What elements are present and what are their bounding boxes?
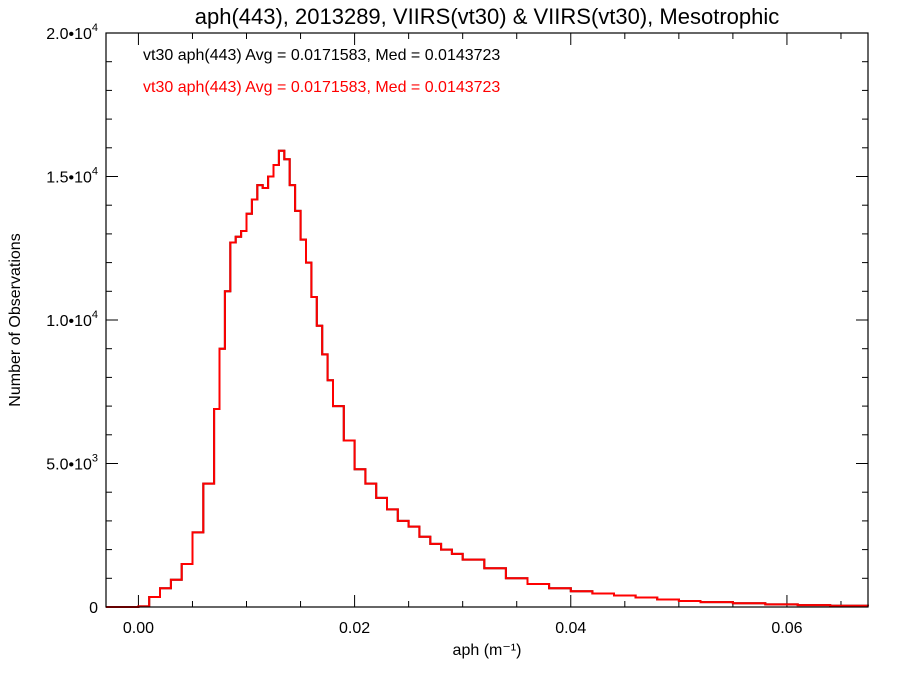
y-tick-mantissa: 2.0•10	[46, 26, 92, 43]
legend-entry-red: vt30 aph(443) Avg = 0.0171583, Med = 0.0…	[143, 79, 500, 96]
series-line-red	[106, 149, 869, 608]
axis-ticks: 0.00 0.02 0.04 0.0605.0•1031.0•1041.5•1042.…	[46, 22, 868, 637]
y-axis-label: Number of Observations	[7, 233, 24, 406]
y-tick-mantissa: 1.5•10	[46, 170, 92, 187]
chart-title: aph(443), 2013289, VIIRS(vt30) & VIIRS(v…	[195, 4, 780, 29]
x-tick-label: 0.02	[339, 620, 370, 637]
y-tick-label: 1.5•104	[46, 166, 98, 187]
y-tick-label: 2.0•104	[46, 22, 98, 43]
y-tick-mantissa: 5.0•10	[46, 457, 92, 474]
x-tick-label: 0.04	[555, 620, 586, 637]
x-tick-label: 0.06	[771, 620, 802, 637]
legend-entry-black: vt30 aph(443) Avg = 0.0171583, Med = 0.0…	[143, 47, 500, 64]
y-tick-exponent: 4	[92, 309, 98, 321]
series-layer	[106, 149, 869, 608]
y-tick-mantissa: 0	[89, 600, 98, 617]
plot-frame	[105, 32, 869, 608]
y-tick-label: 5.0•103	[46, 453, 98, 474]
y-tick-label: 1.0•104	[46, 309, 98, 330]
y-tick-exponent: 3	[92, 453, 98, 465]
y-tick-label: 0	[89, 600, 98, 617]
y-tick-exponent: 4	[92, 166, 98, 178]
y-tick-mantissa: 1.0•10	[46, 313, 92, 330]
x-axis-label: aph (m⁻¹)	[453, 642, 522, 659]
y-tick-exponent: 4	[92, 22, 98, 34]
x-tick-label: 0.00	[123, 620, 154, 637]
